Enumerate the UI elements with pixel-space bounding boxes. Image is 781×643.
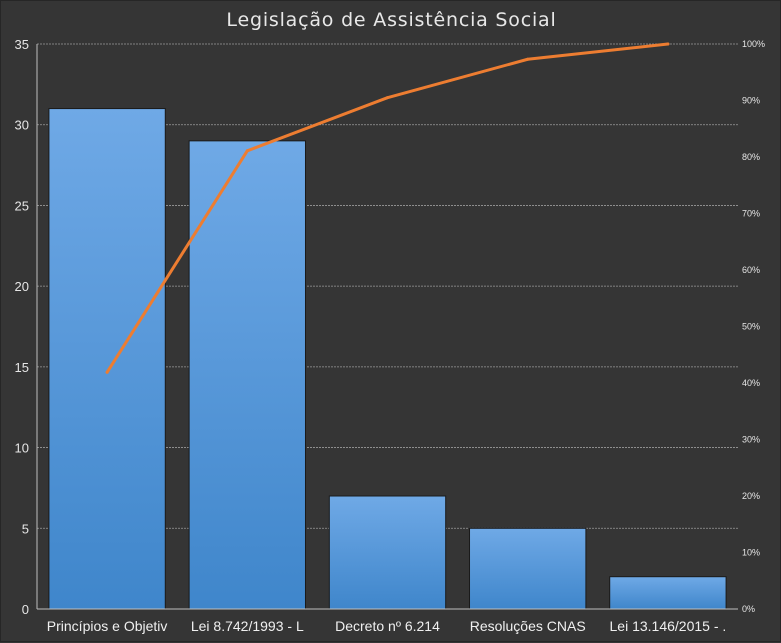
y2-tick-label: 80% [742, 152, 760, 162]
y-tick-label: 5 [22, 521, 29, 536]
left-axis: 0 5 10 15 20 25 30 35 [15, 37, 738, 617]
line-point [386, 96, 389, 100]
y2-tick-label: 10% [742, 548, 760, 558]
y2-tick-label: 40% [742, 378, 760, 388]
y2-tick-label: 60% [742, 265, 760, 275]
x-tick-label: Lei 13.146/2015 - . [610, 618, 727, 634]
y2-tick-label: 100% [742, 39, 765, 49]
right-axis: 0% 10% 20% 30% 40% 50% 60% 70% 80% 90% 100% [742, 39, 765, 614]
line-point [105, 370, 109, 374]
y-tick-label: 10 [15, 441, 29, 456]
line-point [526, 57, 530, 61]
bars [48, 108, 727, 610]
y2-tick-label: 20% [742, 491, 760, 501]
bar [469, 527, 587, 610]
y-tick-label: 20 [15, 279, 29, 294]
y2-tick-label: 70% [742, 209, 760, 219]
chart-title: Legislação de Assistência Social [226, 9, 557, 31]
y-tick-label: 35 [15, 37, 29, 52]
x-tick-label: Lei 8.742/1993 - L [191, 618, 304, 634]
y-tick-label: 0 [22, 602, 29, 617]
x-tick-label: Princípios e Objetiv [47, 618, 168, 634]
x-axis: Princípios e Objetiv Lei 8.742/1993 - L De… [47, 618, 726, 634]
y2-tick-label: 30% [742, 435, 760, 445]
y2-tick-label: 90% [742, 96, 760, 106]
line-point [666, 42, 670, 46]
bar [328, 495, 447, 610]
y-tick-label: 30 [15, 118, 29, 133]
y-tick-label: 15 [15, 360, 29, 375]
bar [188, 140, 306, 610]
bar [609, 576, 727, 610]
x-tick-label: Resoluções CNAS [470, 618, 586, 634]
x-tick-label: Decreto nº 6.214 [335, 618, 440, 634]
cumulative-line [105, 42, 670, 374]
y2-tick-label: 50% [742, 322, 760, 332]
line-point [245, 149, 249, 153]
bar [48, 108, 166, 610]
y-tick-label: 25 [15, 198, 29, 213]
y2-tick-label: 0% [742, 604, 755, 614]
